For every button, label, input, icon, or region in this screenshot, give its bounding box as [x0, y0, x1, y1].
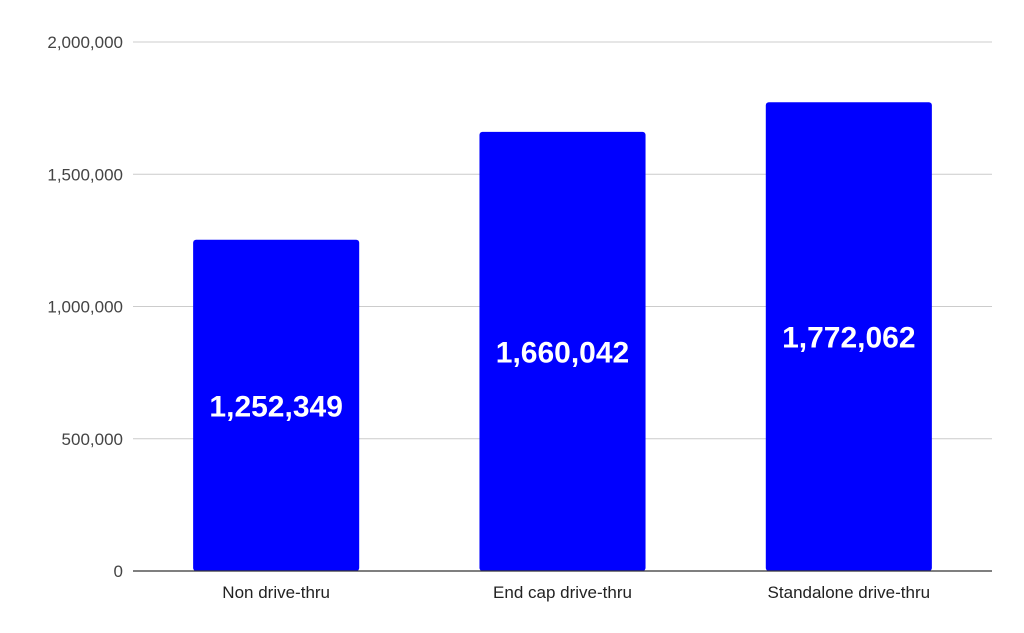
x-category-label: End cap drive-thru — [493, 583, 632, 602]
y-tick-label: 1,500,000 — [47, 165, 123, 184]
bar-end-cap-drive-thru — [479, 131, 646, 571]
bars — [193, 102, 932, 571]
data-label: 1,252,349 — [209, 390, 342, 423]
bar-non-drive-thru — [193, 239, 360, 571]
data-labels: 1,252,349 1,660,042 1,772,062 — [209, 322, 915, 424]
y-tick-label: 0 — [114, 562, 123, 581]
y-tick-label: 2,000,000 — [47, 33, 123, 52]
bar-standalone-drive-thru — [765, 102, 932, 571]
y-tick-label: 1,000,000 — [47, 298, 123, 317]
data-label: 1,660,042 — [496, 336, 629, 369]
axes: 0 500,000 1,000,000 1,500,000 2,000,000 Non d… — [47, 33, 992, 602]
x-category-label: Standalone drive-thru — [768, 583, 931, 602]
y-tick-label: 500,000 — [62, 430, 123, 449]
x-category-label: Non drive-thru — [222, 583, 330, 602]
data-label: 1,772,062 — [782, 322, 915, 355]
